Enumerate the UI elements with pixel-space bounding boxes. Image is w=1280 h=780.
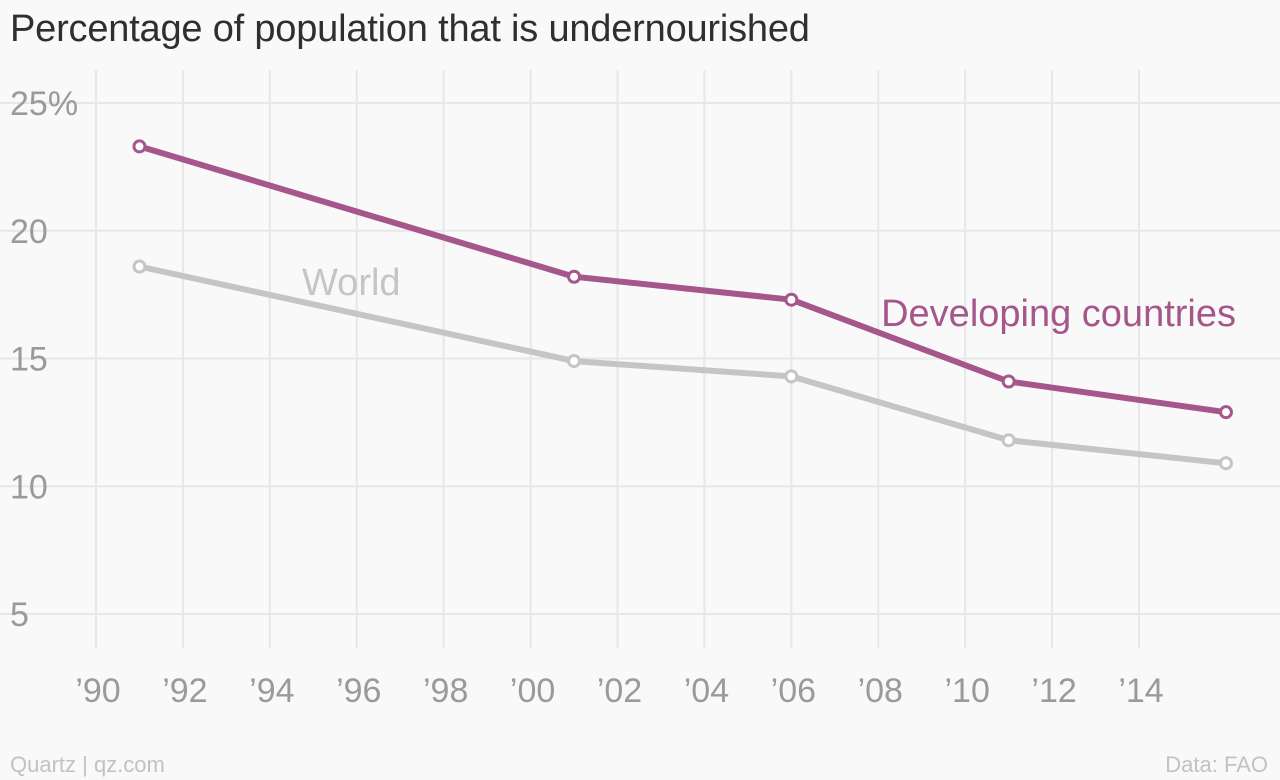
data-point — [132, 139, 147, 154]
data-point — [1218, 405, 1233, 420]
x-axis-labels: ’90 ’92 ’94 ’96 ’98 ’00 ’02 ’04 ’06 ’08 ’10 ’12 ’14 — [75, 672, 1163, 710]
data-point — [567, 269, 582, 284]
data-point — [784, 292, 799, 307]
series-points — [132, 139, 1233, 471]
horizontal-gridlines — [0, 102, 1280, 615]
x-tick-label: ’94 — [249, 672, 294, 710]
y-tick-label: 5 — [10, 596, 29, 634]
data-point — [1001, 433, 1016, 448]
x-tick-label: ’98 — [423, 672, 468, 710]
x-tick-label: ’06 — [771, 672, 816, 710]
x-tick-label: ’08 — [858, 672, 903, 710]
x-tick-label: ’90 — [75, 672, 120, 710]
x-tick-label: ’10 — [945, 672, 990, 710]
x-tick-label: ’12 — [1031, 672, 1076, 710]
data-point — [1001, 374, 1016, 389]
chart-title: Percentage of population that is underno… — [10, 8, 810, 50]
x-tick-label: ’92 — [162, 672, 207, 710]
series-label-world: World — [302, 262, 401, 304]
x-tick-label: ’04 — [684, 672, 729, 710]
data-point — [784, 369, 799, 384]
y-tick-label: 20 — [10, 213, 48, 251]
footer-source: Quartz | qz.com — [10, 752, 165, 777]
y-tick-label: 10 — [10, 468, 48, 506]
data-point — [1218, 456, 1233, 471]
y-axis-labels: 5 10 15 20 25% — [10, 85, 78, 634]
series-label-developing-countries: Developing countries — [881, 293, 1236, 335]
footer-data-credit: Data: FAO — [1165, 752, 1268, 777]
x-tick-label: ’02 — [597, 672, 642, 710]
x-tick-label: ’14 — [1118, 672, 1163, 710]
data-point — [132, 259, 147, 274]
y-tick-label: 15 — [10, 341, 48, 379]
x-tick-label: ’00 — [510, 672, 555, 710]
series-labels: World Developing countries — [302, 262, 1236, 335]
data-point — [567, 354, 582, 369]
y-tick-label: 25% — [10, 85, 78, 123]
x-tick-label: ’96 — [336, 672, 381, 710]
